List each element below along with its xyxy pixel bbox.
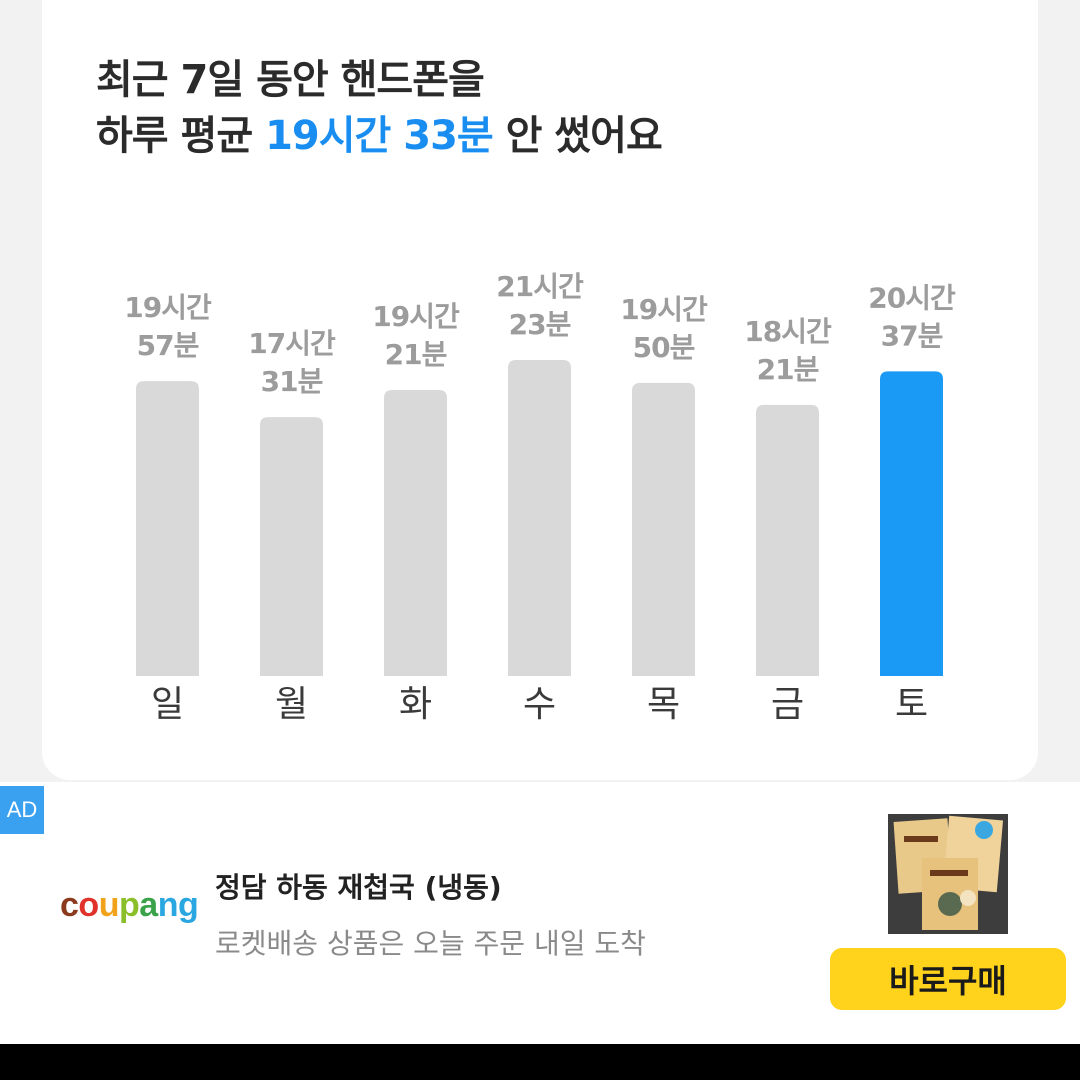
coupang-logo-letter: p xyxy=(118,886,140,924)
day-label: 목 xyxy=(647,684,680,725)
bar-4 xyxy=(632,382,695,676)
ad-product-subtitle: 로켓배송 상품은 오늘 주문 내일 도착 xyxy=(215,927,646,960)
product-thumbnail[interactable] xyxy=(888,814,1008,934)
title-line2-prefix: 하루 평균 xyxy=(96,113,266,159)
bar-value-label: 19시간 xyxy=(124,291,212,324)
buy-now-button[interactable]: 바로구매 xyxy=(830,948,1066,1010)
ad-product-title[interactable]: 정담 하동 재첩국 (냉동) xyxy=(215,871,502,904)
title-line2-suffix: 안 썼어요 xyxy=(492,113,663,159)
bar-value-label: 31분 xyxy=(261,365,323,398)
average-time-highlight: 19시간 33분 xyxy=(265,113,494,159)
coupang-logo-letter: g xyxy=(177,886,199,924)
bar-3 xyxy=(508,360,571,676)
coupang-logo-letter: a xyxy=(139,886,158,924)
day-label: 월 xyxy=(275,684,308,725)
bar-value-label: 18시간 xyxy=(744,315,832,348)
day-label: 일 xyxy=(151,684,184,725)
bar-value-label: 21분 xyxy=(385,338,447,371)
day-label: 화 xyxy=(399,684,432,725)
bar-6 xyxy=(880,371,943,676)
bar-value-label: 19시간 xyxy=(372,300,460,333)
bar-value-label: 17시간 xyxy=(248,327,336,360)
bar-2 xyxy=(384,390,447,676)
coupang-logo-letter: o xyxy=(78,886,99,924)
bar-1 xyxy=(260,417,323,676)
bar-0 xyxy=(136,381,199,676)
system-navigation-bar xyxy=(0,1044,1080,1080)
bar-5 xyxy=(756,404,819,676)
ad-badge: AD xyxy=(0,786,44,834)
page-title: 최근 7일 동안 핸드폰을 하루 평균 19시간 33분 안 썼어요 xyxy=(96,52,663,164)
bar-value-label: 19시간 xyxy=(620,293,708,326)
bar-value-label: 57분 xyxy=(137,329,199,362)
day-label: 금 xyxy=(771,684,804,725)
day-label: 토 xyxy=(895,684,928,725)
bar-value-label: 20시간 xyxy=(868,281,956,314)
coupang-logo: coupang xyxy=(60,886,199,925)
title-line1: 최근 7일 동안 핸드폰을 xyxy=(96,57,485,103)
coupang-logo-letter: u xyxy=(98,886,120,924)
bar-value-label: 21분 xyxy=(757,353,819,386)
bar-value-label: 50분 xyxy=(633,331,695,364)
coupang-logo-letter: n xyxy=(157,886,179,924)
coupang-logo-letter: c xyxy=(60,886,79,924)
bar-value-label: 21시간 xyxy=(496,270,584,303)
bar-value-label: 37분 xyxy=(881,319,943,352)
day-label: 수 xyxy=(523,684,556,725)
bar-value-label: 23분 xyxy=(509,308,571,341)
